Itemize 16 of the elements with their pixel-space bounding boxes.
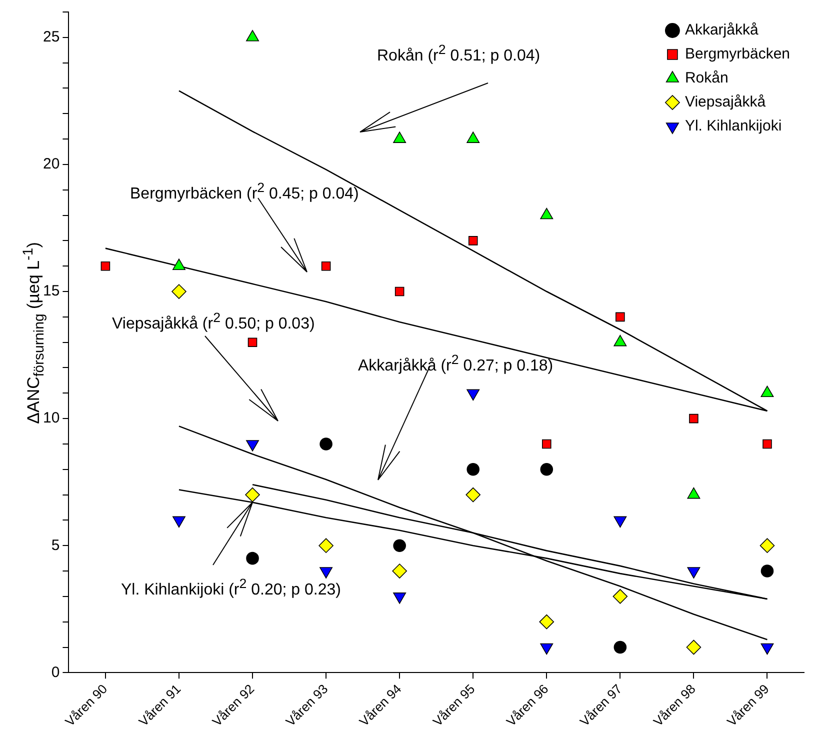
legend-label: Viepsajåkkå [684,94,766,111]
annotation: Bergmyrbäcken (r$^{2}$ 0.45; p 0.04) [130,179,359,204]
y-tick-label: 5 [51,536,60,554]
y-tick-label: 25 [42,28,60,46]
legend-label: Akkarjåkkå [684,22,759,39]
y-tick-label: 20 [42,156,60,173]
legend-label: Yl. Kihlankijoki [684,118,782,135]
annotation: Rokån (r$^{2}$ 0.51; p 0.04) [377,41,540,66]
legend-label: Rokån [684,70,728,87]
y-tick-label: 0 [51,664,60,681]
y-tick-label: 10 [42,410,60,427]
legend-label: Bergmyrbäcken [684,46,790,63]
annotation: Yl. Kihlankijoki (r$^{2}$ 0.20; p 0.23) [121,575,341,600]
annotation: Akkarjåkkå (r$^{2}$ 0.27; p 0.18) [358,351,554,376]
y-tick-label: 15 [42,282,60,300]
annotation: Viepsajåkkå (r$^{2}$ 0.50; p 0.03) [112,309,315,334]
